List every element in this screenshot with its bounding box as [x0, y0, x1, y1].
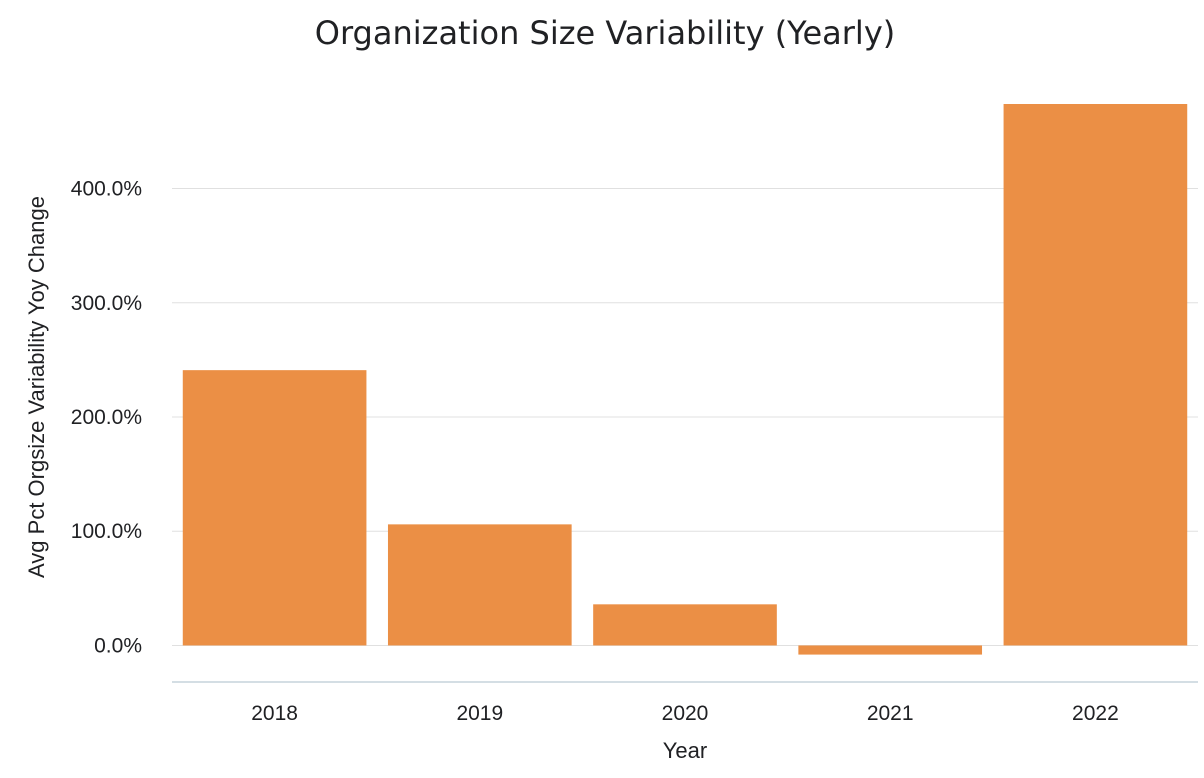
x-tick-label: 2021	[867, 702, 914, 725]
x-axis-ticks: 2018 2019 2020 2021 2022	[251, 702, 1119, 725]
y-tick-label: 400.0%	[71, 178, 142, 201]
y-axis-title: Avg Pct Orgsize Variability Yoy Change	[24, 196, 49, 578]
y-tick-label: 300.0%	[71, 292, 142, 315]
bar-2021[interactable]	[798, 645, 983, 655]
bar-2019[interactable]	[387, 524, 572, 646]
x-tick-label: 2018	[251, 702, 298, 725]
x-axis-title: Year	[663, 738, 707, 763]
bars	[182, 104, 1188, 655]
bar-2018[interactable]	[182, 370, 367, 646]
y-tick-label: 100.0%	[71, 520, 142, 543]
x-tick-label: 2022	[1072, 702, 1119, 725]
x-tick-label: 2019	[456, 702, 503, 725]
y-axis-ticks: 0.0% 100.0% 200.0% 300.0% 400.0%	[71, 178, 142, 658]
bar-2022[interactable]	[1003, 104, 1188, 646]
y-tick-label: 0.0%	[94, 634, 142, 657]
chart-title: Organization Size Variability (Yearly)	[314, 14, 896, 52]
y-tick-label: 200.0%	[71, 406, 142, 429]
bar-2020[interactable]	[593, 604, 777, 646]
x-tick-label: 2020	[662, 702, 709, 725]
